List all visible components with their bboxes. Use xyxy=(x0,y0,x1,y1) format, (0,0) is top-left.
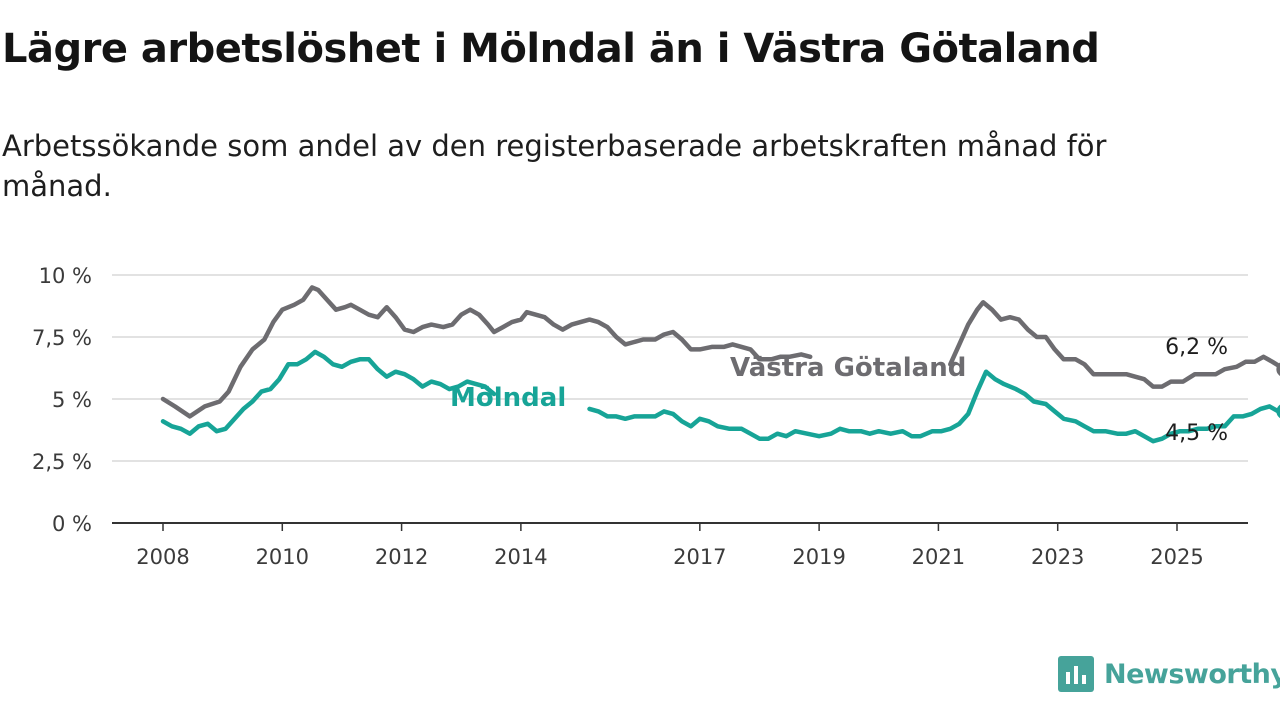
y-tick-label: 5 % xyxy=(52,388,92,412)
brand-logo: Newsworthy xyxy=(1058,652,1280,696)
x-axis: 2008 2010 2012 2014 2017 2019 2021 2023 2025 xyxy=(112,522,1248,569)
gridlines xyxy=(112,274,1248,462)
x-tick-label: 2021 xyxy=(912,545,965,569)
bar-chart-logo-icon xyxy=(1058,656,1094,696)
series-label-vastra-gotaland: Västra Götaland xyxy=(730,353,966,383)
series-label-molndal: Mölndal xyxy=(450,383,566,413)
chart-subtitle: Arbetssökande som andel av den registerb… xyxy=(2,129,1107,203)
x-tick-label: 2012 xyxy=(375,545,428,569)
y-tick-label: 7,5 % xyxy=(32,326,92,350)
brand-name: Newsworthy xyxy=(1104,658,1280,690)
y-tick-label: 0 % xyxy=(52,512,92,536)
x-tick-label: 2014 xyxy=(494,545,547,569)
line-chart: 0 % 2,5 % 5 % 7,5 % 10 % 2008 2010 2012 2014 201… xyxy=(32,264,1280,569)
series-labels: Västra Götaland Mölndal 6,2 % 4,5 % xyxy=(450,335,1228,446)
x-tick-label: 2023 xyxy=(1031,545,1084,569)
y-tick-label: 10 % xyxy=(39,264,92,288)
chart-title: Lägre arbetslöshet i Mölndal än i Västra… xyxy=(2,26,1100,72)
end-point-vastra-gotaland xyxy=(1276,362,1280,376)
end-label-vastra-gotaland: 6,2 % xyxy=(1165,335,1228,360)
x-tick-label: 2017 xyxy=(673,545,726,569)
y-tick-label: 2,5 % xyxy=(32,450,92,474)
y-axis-ticks: 0 % 2,5 % 5 % 7,5 % 10 % xyxy=(32,264,92,536)
x-tick-label: 2010 xyxy=(256,545,309,569)
x-tick-label: 2019 xyxy=(792,545,845,569)
end-point-molndal xyxy=(1276,404,1280,419)
series-layer xyxy=(160,285,1280,444)
series-line-vastra-gotaland xyxy=(160,285,1280,419)
x-tick-label: 2025 xyxy=(1150,545,1203,569)
x-tick-label: 2008 xyxy=(136,545,189,569)
series-line-molndal xyxy=(160,349,1280,444)
end-label-molndal: 4,5 % xyxy=(1165,421,1228,446)
